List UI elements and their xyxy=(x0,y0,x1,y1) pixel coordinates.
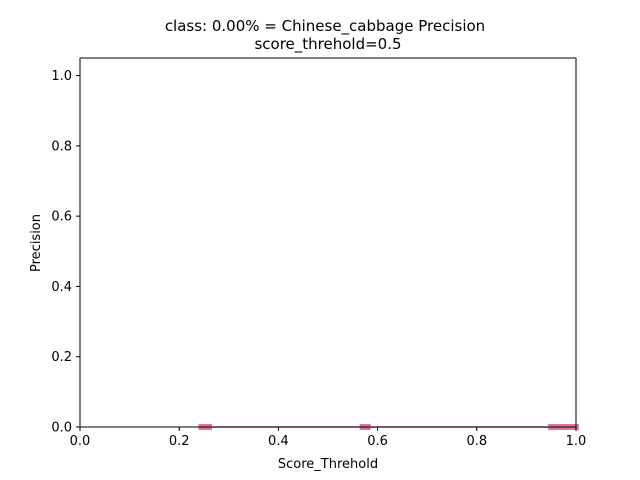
y-tick-label: 1.0 xyxy=(51,69,72,84)
y-axis: 0.0 0.2 0.4 0.6 0.8 1.0 xyxy=(51,69,80,436)
y-tick-label: 0.6 xyxy=(51,210,72,225)
y-tick-label: 0.2 xyxy=(51,350,72,365)
y-tick-label: 0.0 xyxy=(51,421,72,436)
y-tick-label: 0.4 xyxy=(51,280,72,295)
y-axis-label: Precision xyxy=(29,214,44,272)
chart-title: class: 0.00% = Chinese_cabbage Precision xyxy=(165,17,485,36)
x-tick-label: 0.4 xyxy=(268,434,289,449)
plot-frame xyxy=(79,57,577,428)
x-tick-label: 0.6 xyxy=(367,434,388,449)
x-tick-label: 1.0 xyxy=(566,434,587,449)
chart-subtitle: score_threhold=0.5 xyxy=(254,35,401,54)
x-axis-label: Score_Threhold xyxy=(278,457,378,472)
x-tick-label: 0.2 xyxy=(169,434,190,449)
x-tick-label: 0.8 xyxy=(466,434,487,449)
x-tick-label: 0.0 xyxy=(70,434,91,449)
y-tick-label: 0.8 xyxy=(51,139,72,154)
x-axis: 0.0 0.2 0.4 0.6 0.8 1.0 xyxy=(70,427,587,449)
